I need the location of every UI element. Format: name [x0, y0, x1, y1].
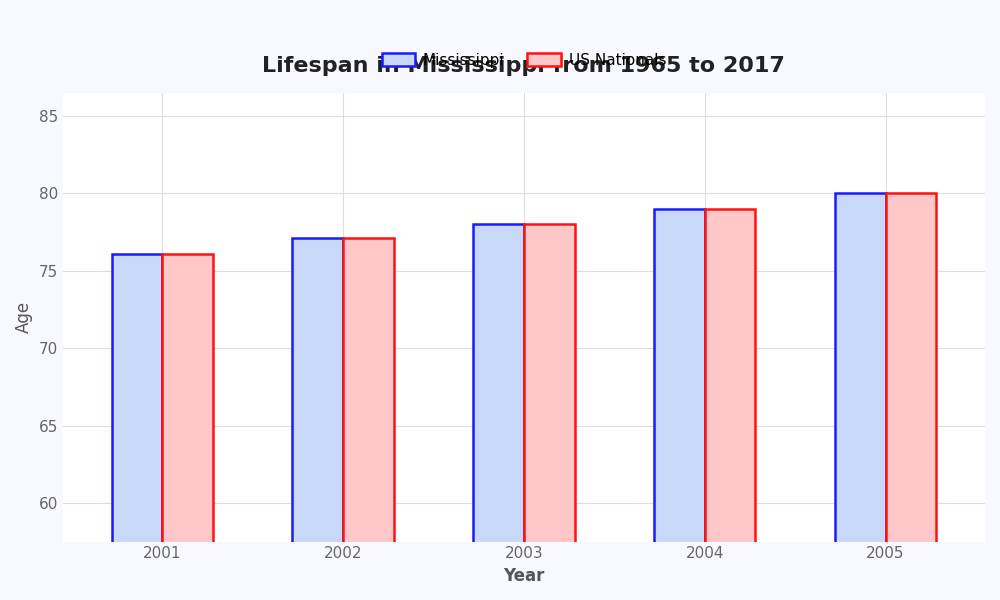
Bar [886, 193, 936, 600]
Bar [835, 193, 886, 600]
Bar [162, 254, 213, 600]
Title: Lifespan in Mississippi from 1965 to 2017: Lifespan in Mississippi from 1965 to 201… [262, 56, 785, 76]
Bar [292, 238, 343, 600]
Bar [473, 224, 524, 600]
Y-axis label: Age: Age [15, 301, 33, 333]
Bar [112, 254, 162, 600]
Bar [524, 224, 575, 600]
X-axis label: Year: Year [503, 567, 545, 585]
Bar [343, 238, 394, 600]
Bar [705, 209, 755, 600]
Legend: Mississippi, US Nationals: Mississippi, US Nationals [376, 47, 672, 74]
Bar [654, 209, 705, 600]
